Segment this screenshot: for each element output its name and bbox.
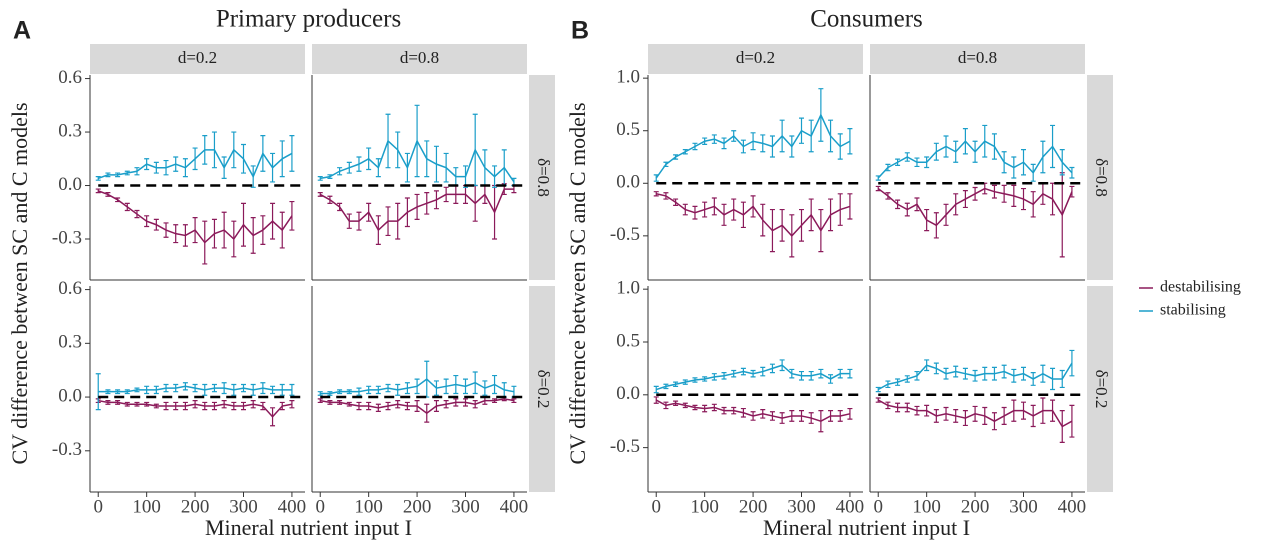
y-tick-label: 0.6 [58, 278, 82, 299]
x-tick-label: 200 [403, 496, 432, 517]
x-axis-label: Mineral nutrient input I [763, 515, 970, 540]
y-axis-label: CV difference between SC and C models [565, 102, 590, 464]
error-bar [289, 400, 295, 409]
facet-row-label: δ=0.2 [1092, 370, 1111, 409]
series-line [655, 399, 851, 423]
panel-title: Primary producers [216, 6, 401, 33]
error-bar [653, 396, 659, 404]
series-line [320, 139, 515, 183]
x-tick-label: 0 [315, 496, 325, 517]
facet-strip [529, 75, 555, 280]
error-bar [289, 383, 295, 396]
series-line [877, 140, 1073, 179]
x-tick-label: 100 [912, 496, 941, 517]
error-bar [847, 407, 853, 420]
x-tick-label: 200 [739, 496, 768, 517]
error-bar [847, 128, 853, 155]
x-tick-label: 300 [1009, 496, 1038, 517]
facet-row-label: δ=0.8 [1092, 158, 1111, 197]
series-line [97, 148, 293, 180]
y-tick-label: 0.3 [58, 332, 82, 353]
x-tick-label: 200 [181, 496, 210, 517]
x-tick-label: 0 [873, 496, 883, 517]
facet-strip [312, 44, 527, 74]
y-tick-label: 0.6 [58, 67, 82, 88]
error-bar [95, 176, 101, 181]
x-tick-label: 100 [354, 496, 383, 517]
y-tick-label: 0.3 [58, 120, 82, 141]
x-tick-label: 0 [93, 496, 103, 517]
y-axis-label: CV difference between SC and C models [7, 102, 32, 464]
error-bar [289, 200, 295, 231]
y-tick-label: 1.0 [616, 278, 640, 299]
x-tick-label: 300 [451, 496, 480, 517]
facet-strip [648, 44, 863, 74]
y-tick-label: 0.5 [616, 330, 640, 351]
facet-col-label: d=0.2 [736, 48, 775, 67]
series-line [97, 190, 293, 244]
x-tick-label: 0 [651, 496, 661, 517]
x-tick-label: 400 [836, 496, 865, 517]
error-bar [847, 368, 853, 379]
panel-label: A [13, 17, 31, 45]
facet-row-label: δ=0.2 [534, 370, 553, 409]
series-line [655, 113, 851, 179]
x-tick-label: 100 [690, 496, 719, 517]
series-line [319, 188, 514, 232]
error-bar [1069, 166, 1075, 179]
series-line [98, 385, 292, 393]
y-tick-label: -0.5 [610, 224, 640, 245]
y-tick-label: 0.5 [616, 119, 640, 140]
series-line [655, 364, 850, 391]
facet-strip [1087, 75, 1113, 280]
error-bar [511, 398, 517, 404]
y-tick-label: 0.0 [58, 385, 82, 406]
y-tick-label: -0.5 [610, 436, 640, 457]
x-tick-label: 100 [132, 496, 161, 517]
x-tick-label: 400 [500, 496, 529, 517]
x-tick-label: 400 [278, 496, 307, 517]
x-tick-label: 200 [961, 496, 990, 517]
x-tick-label: 300 [229, 496, 258, 517]
series-line [320, 378, 515, 395]
panel-label: B [571, 17, 589, 45]
facet-strip [1087, 286, 1113, 492]
error-bar [847, 193, 853, 220]
y-tick-label: 0.0 [616, 172, 640, 193]
y-tick-label: 1.0 [616, 67, 640, 88]
facet-strip [90, 44, 305, 74]
legend-label: destabilising [1160, 279, 1241, 296]
series-line [98, 399, 293, 418]
x-axis-label: Mineral nutrient input I [205, 515, 412, 540]
error-bar [653, 191, 659, 197]
error-bar [317, 192, 323, 197]
facet-row-label: δ=0.8 [534, 158, 553, 197]
facet-strip [529, 286, 555, 492]
series-line [656, 193, 851, 237]
series-line [877, 399, 1073, 428]
panel-title: Consumers [810, 6, 923, 33]
x-tick-label: 300 [787, 496, 816, 517]
facet-col-label: d=0.8 [958, 48, 997, 67]
y-tick-label: -0.3 [52, 227, 82, 248]
error-bar [289, 135, 295, 172]
facet-col-label: d=0.2 [178, 48, 217, 67]
error-bar [1069, 349, 1075, 377]
y-tick-label: 0.0 [616, 383, 640, 404]
legend-label: stabilising [1160, 302, 1226, 319]
error-bar [875, 397, 881, 403]
y-tick-label: 0.0 [58, 174, 82, 195]
facet-strip [870, 44, 1085, 74]
series-line [877, 187, 1073, 227]
error-bar [1069, 404, 1075, 438]
series-line [877, 362, 1073, 391]
series-line [320, 398, 515, 415]
error-bar [317, 176, 323, 181]
x-tick-label: 400 [1058, 496, 1087, 517]
y-tick-label: -0.3 [52, 439, 82, 460]
facet-col-label: d=0.8 [400, 48, 439, 67]
